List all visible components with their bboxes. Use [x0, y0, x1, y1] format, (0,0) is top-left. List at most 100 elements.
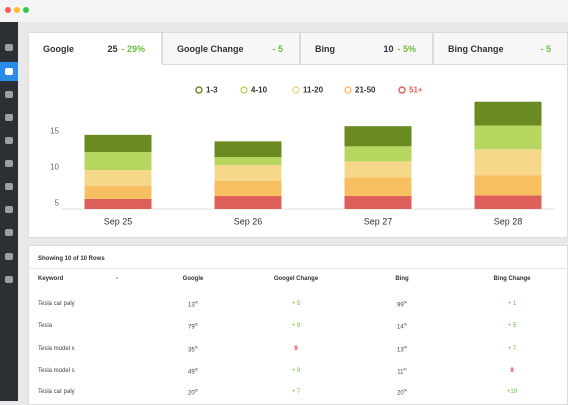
rank-suffix: th: [194, 299, 199, 305]
bar-segment: [84, 198, 152, 209]
y-tick-label: 10: [50, 162, 59, 171]
nav-icon[interactable]: [5, 44, 13, 51]
legend-marker: [398, 86, 406, 94]
bar-segment: [474, 175, 542, 196]
bar-segment: [214, 141, 282, 158]
nav-icon[interactable]: [5, 68, 13, 75]
legend-marker: [292, 86, 300, 94]
nav-icon[interactable]: [5, 160, 13, 167]
tab-label: Bing Change: [448, 43, 504, 54]
rank-value: 13: [396, 347, 404, 354]
rank-suffix: th: [194, 366, 199, 372]
rank-cell: 35th: [188, 345, 198, 354]
change-cell: +19: [506, 389, 518, 395]
rank-value: 20: [396, 390, 404, 397]
legend-label: 21-50: [355, 86, 376, 95]
nav-icon[interactable]: [5, 137, 13, 144]
legend-marker: [344, 86, 352, 94]
legend-marker: [240, 86, 248, 94]
change-cell: + 7: [507, 346, 517, 352]
bar-segment: [214, 157, 282, 166]
sort-icon[interactable]: -: [116, 276, 118, 282]
keyword-cell: Tesla model s: [38, 368, 75, 374]
tab-change: - 5: [272, 43, 283, 54]
bar-segment: [84, 134, 152, 153]
close-button[interactable]: [5, 7, 11, 13]
rank-value: 35: [187, 347, 195, 354]
column-header[interactable]: Bing: [395, 276, 409, 282]
window-bar: [0, 0, 568, 22]
y-tick-label: 15: [50, 126, 59, 135]
bar-segment: [84, 152, 152, 171]
tab-value: 25: [107, 43, 118, 54]
change-cell: + 7: [291, 389, 301, 395]
tab-label: Bing: [315, 43, 335, 54]
tab-label: Google Change: [177, 43, 244, 54]
tab[interactable]: Bing Change - 5: [433, 32, 568, 65]
change-cell: + 5: [291, 301, 301, 307]
bar-segment: [474, 101, 542, 126]
legend-label: 11-20: [303, 86, 324, 95]
minimize-button[interactable]: [14, 7, 20, 13]
column-header[interactable]: Keyword: [38, 276, 64, 282]
column-header[interactable]: Googel Change: [273, 276, 319, 282]
keyword-cell: Tesla car paly: [38, 389, 75, 395]
rank-value: 14: [396, 324, 404, 331]
keyword-cell: Tesla: [38, 323, 53, 329]
rank-cell: 49th: [188, 367, 198, 376]
legend-label: 4-10: [251, 86, 268, 95]
maximize-button[interactable]: [23, 7, 29, 13]
tab[interactable]: Google Change - 5: [162, 32, 300, 65]
legend-marker: [195, 86, 203, 94]
legend-label: 1-3: [206, 86, 218, 95]
rank-cell: 20th: [188, 388, 198, 397]
rank-suffix: th: [194, 344, 199, 350]
tab[interactable]: Bing 10- 5%: [300, 32, 433, 65]
bar-segment: [344, 161, 412, 178]
tab[interactable]: Google 25- 29%: [28, 32, 162, 65]
nav-icon[interactable]: [5, 229, 13, 236]
bar-segment: [84, 170, 152, 186]
column-header[interactable]: Google: [182, 276, 204, 282]
rank-value: 11: [397, 369, 404, 376]
nav-icon[interactable]: [5, 91, 13, 98]
rank-cell: 20th: [397, 388, 407, 397]
nav-icon[interactable]: [5, 253, 13, 260]
tab-value: 10: [383, 43, 394, 54]
nav-icon[interactable]: [5, 183, 13, 190]
table-summary: Showing 10 of 10 Rows: [38, 256, 105, 262]
keyword-cell: Tesla model x: [38, 346, 75, 352]
bar-segment: [214, 165, 282, 181]
rank-value: 13: [187, 302, 195, 309]
bar-segment: [344, 177, 412, 197]
rank-suffix: th: [403, 321, 408, 327]
bar-segment: [214, 196, 282, 209]
nav-icon[interactable]: [5, 206, 13, 213]
rank-suffix: th: [403, 366, 407, 372]
bar-segment: [84, 185, 152, 199]
change-cell: + 9: [291, 368, 301, 374]
column-header[interactable]: Bing Change: [493, 276, 531, 282]
nav-icon[interactable]: [5, 276, 13, 283]
tab-change: - 5%: [397, 43, 416, 54]
x-tick-label: Sep 26: [234, 216, 263, 226]
bar-segment: [474, 195, 542, 209]
rank-cell: 79th: [188, 322, 198, 331]
change-cell: + 9: [291, 323, 301, 329]
rank-suffix: th: [194, 387, 199, 393]
change-cell: + 5: [507, 323, 517, 329]
rank-cell: 13th: [188, 300, 198, 309]
rank-suffix: th: [403, 299, 408, 305]
rank-value: 79: [187, 324, 195, 331]
tab-change: - 29%: [121, 43, 145, 54]
tab-change: - 5: [540, 43, 551, 54]
legend-label: 51+: [409, 86, 423, 95]
change-cell: 9: [294, 346, 298, 352]
nav-icon[interactable]: [5, 114, 13, 121]
rank-cell: 99th: [397, 300, 407, 309]
rank-cell: 13th: [397, 345, 407, 354]
rank-value: 49: [187, 369, 195, 376]
bar-segment: [474, 125, 542, 150]
x-tick-label: Sep 27: [364, 216, 393, 226]
